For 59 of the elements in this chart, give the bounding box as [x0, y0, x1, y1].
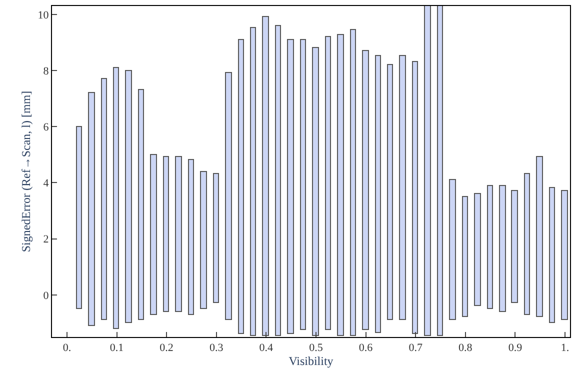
- bar: [549, 187, 555, 323]
- bar: [487, 185, 493, 309]
- x-tick-label: 0.5: [309, 342, 324, 354]
- bar: [350, 29, 356, 336]
- bar: [387, 64, 393, 320]
- bar: [163, 156, 169, 312]
- y-tick-label: 6: [43, 121, 50, 134]
- bar: [437, 6, 443, 336]
- bar: [125, 70, 132, 323]
- bar: [76, 126, 82, 309]
- y-tick-label: 0: [43, 290, 50, 302]
- bar: [312, 47, 319, 336]
- x-axis-title: Visibility: [288, 354, 334, 368]
- bar: [213, 173, 219, 303]
- bar: [325, 36, 331, 330]
- bar: [511, 190, 518, 303]
- bar: [300, 39, 306, 330]
- bar: [536, 156, 543, 317]
- bar: [375, 55, 381, 333]
- bar: [225, 72, 232, 320]
- bar: [113, 67, 119, 329]
- bar: [138, 89, 144, 320]
- x-tick-label: 0.7: [408, 342, 423, 354]
- bar: [499, 185, 506, 312]
- bar: [238, 39, 244, 334]
- bar: [200, 171, 207, 309]
- bar: [150, 154, 157, 315]
- bar: [101, 78, 107, 320]
- x-tick-label: 0.2: [160, 342, 174, 354]
- y-tick-label: 8: [43, 65, 50, 78]
- bar: [88, 92, 95, 326]
- x-tick-label: 0.4: [259, 342, 274, 354]
- x-tick-label: 0.9: [508, 342, 523, 354]
- y-tick-label: 2: [43, 234, 49, 246]
- x-tick-label: 0.1: [110, 342, 124, 354]
- bar: [474, 193, 481, 306]
- bar: [275, 25, 281, 336]
- bar: [188, 159, 194, 315]
- bar: [462, 196, 468, 317]
- y-tick-label: 10: [38, 9, 50, 22]
- y-axis-title: SignedError (Ref→Scan, l) [mm]: [19, 90, 34, 252]
- bar: [412, 61, 418, 334]
- bar: [362, 50, 369, 330]
- bar: [424, 6, 431, 336]
- bar: [337, 34, 344, 336]
- bar: [399, 55, 406, 320]
- x-tick-label: 0.8: [458, 342, 473, 354]
- y-tick-label: 4: [43, 178, 50, 190]
- bar: [175, 156, 182, 312]
- bar: [287, 39, 294, 334]
- x-tick-label: 0.6: [358, 342, 374, 354]
- x-tick-label: 0.: [62, 342, 72, 354]
- x-tick-label: 0.3: [209, 342, 224, 354]
- x-tick-label: 1.: [560, 342, 570, 354]
- bar: [524, 173, 530, 315]
- bar: [262, 16, 269, 336]
- bar: [449, 179, 456, 320]
- bar: [561, 190, 568, 320]
- bar: [250, 27, 256, 336]
